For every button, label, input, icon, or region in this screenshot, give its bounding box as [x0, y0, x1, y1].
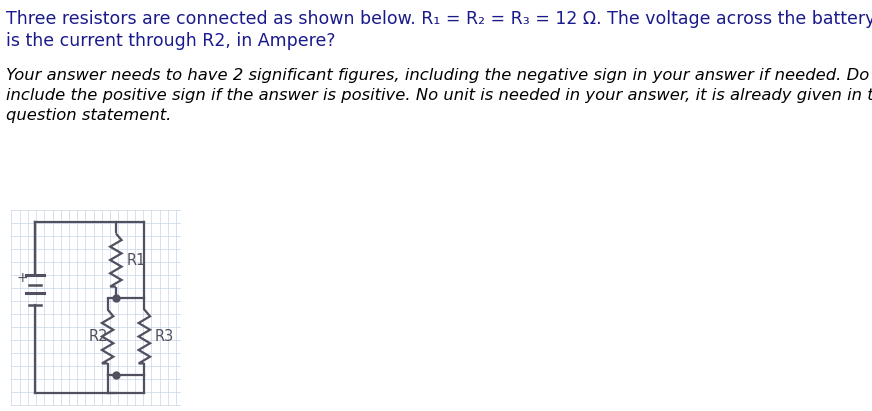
Text: question statement.: question statement. [6, 108, 172, 123]
Text: R2: R2 [89, 329, 108, 344]
Text: Your answer needs to have 2 significant figures, including the negative sign in : Your answer needs to have 2 significant … [6, 68, 872, 83]
Text: +: + [17, 271, 28, 285]
Text: R1: R1 [126, 252, 146, 268]
Text: R3: R3 [154, 329, 174, 344]
Text: Three resistors are connected as shown below. R₁ = R₂ = R₃ = 12 Ω. The voltage a: Three resistors are connected as shown b… [6, 10, 872, 28]
Text: include the positive sign if the answer is positive. No unit is needed in your a: include the positive sign if the answer … [6, 88, 872, 103]
Text: is the current through R2, in Ampere?: is the current through R2, in Ampere? [6, 32, 336, 50]
